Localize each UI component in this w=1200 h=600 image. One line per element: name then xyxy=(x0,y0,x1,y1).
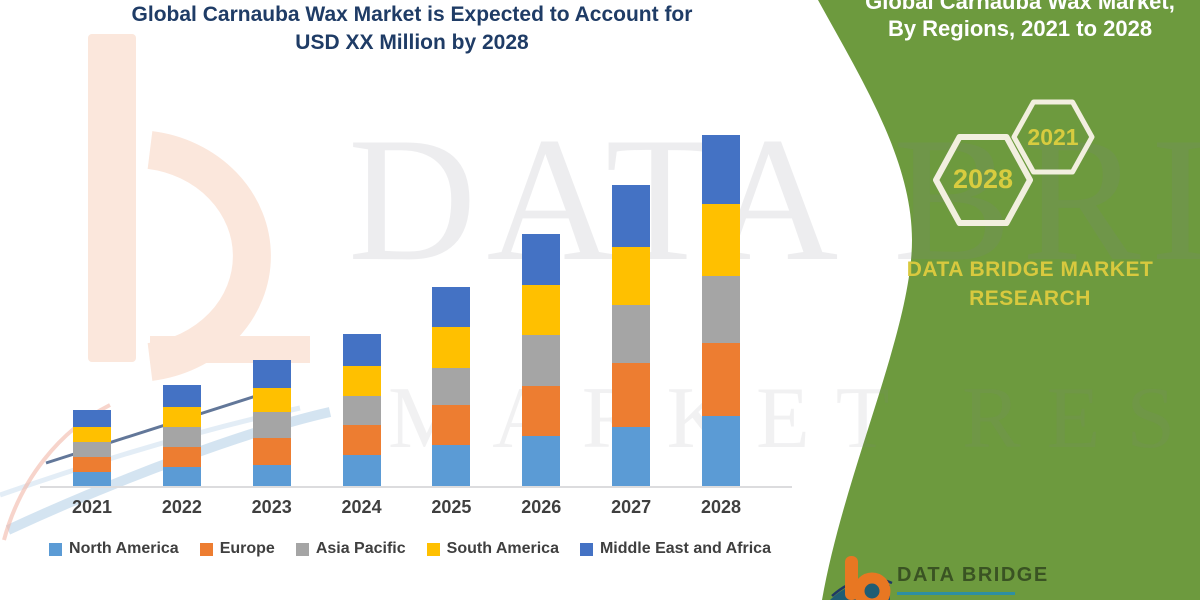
legend-label: Europe xyxy=(219,540,275,557)
bar-segment-north-america xyxy=(252,465,291,487)
bar-segment-asia-pacific xyxy=(522,335,561,386)
x-axis-line xyxy=(40,486,792,488)
x-axis-label-2028: 2028 xyxy=(700,497,741,517)
bar-segment-south-america xyxy=(432,327,471,368)
bar-segment-asia-pacific xyxy=(612,305,651,363)
bar-2026 xyxy=(522,234,561,487)
bar-2027 xyxy=(612,185,651,487)
bar-segment-north-america xyxy=(522,436,561,487)
bar-segment-europe xyxy=(701,343,740,416)
bar-2021 xyxy=(73,410,111,487)
bar-2028 xyxy=(701,135,740,487)
legend-item-south-america: South America xyxy=(426,540,559,558)
bar-segment-europe xyxy=(162,447,201,467)
bar-segment-middle-east-and-africa xyxy=(701,135,740,204)
legend-label: Middle East and Africa xyxy=(599,540,771,557)
legend-label: North America xyxy=(69,540,179,557)
bar-segment-north-america xyxy=(162,467,201,487)
bar-segment-europe xyxy=(612,363,651,427)
x-axis-label-2025: 2025 xyxy=(431,497,472,517)
chart-title-line1: Global Carnauba Wax Market is Expected t… xyxy=(131,3,693,26)
bar-segment-middle-east-and-africa xyxy=(342,334,381,366)
bar-segment-europe xyxy=(342,425,381,455)
bar-segment-asia-pacific xyxy=(162,427,201,447)
legend-item-asia-pacific: Asia Pacific xyxy=(295,540,406,558)
legend-label: South America xyxy=(446,540,559,557)
legend-item-europe: Europe xyxy=(199,540,275,558)
legend-swatch xyxy=(295,542,309,556)
bar-segment-middle-east-and-africa xyxy=(162,385,201,407)
bar-segment-middle-east-and-africa xyxy=(432,287,471,327)
legend-swatch xyxy=(49,542,63,556)
bar-segment-middle-east-and-africa xyxy=(73,410,111,427)
bar-segment-europe xyxy=(432,405,471,445)
x-axis-label-2021: 2021 xyxy=(71,497,113,517)
legend-swatch xyxy=(199,542,213,556)
bar-segment-asia-pacific xyxy=(432,368,471,405)
bar-2023 xyxy=(252,360,291,487)
bar-2025 xyxy=(432,287,471,487)
bar-segment-north-america xyxy=(612,427,651,487)
legend-item-north-america: North America xyxy=(49,540,179,558)
bar-segment-europe xyxy=(522,386,561,436)
bar-segment-asia-pacific xyxy=(342,396,381,425)
x-axis-label-2022: 2022 xyxy=(161,497,202,517)
legend-label: Asia Pacific xyxy=(315,540,406,557)
bar-segment-north-america xyxy=(342,455,381,487)
x-axis-label-2024: 2024 xyxy=(341,497,382,517)
bar-segment-south-america xyxy=(342,366,381,396)
legend-swatch xyxy=(579,542,593,556)
legend-item-middle-east-and-africa: Middle East and Africa xyxy=(579,540,771,558)
bar-segment-north-america xyxy=(432,445,471,487)
bar-segment-asia-pacific xyxy=(252,412,291,438)
bar-segment-south-america xyxy=(522,285,561,335)
bar-2022 xyxy=(162,385,201,487)
bar-segment-south-america xyxy=(612,247,651,305)
bar-segment-asia-pacific xyxy=(73,442,111,457)
bar-segment-middle-east-and-africa xyxy=(612,185,651,247)
chart-title-line2: USD XX Million by 2028 xyxy=(295,31,529,54)
bar-segment-north-america xyxy=(701,416,740,487)
bar-segment-north-america xyxy=(73,472,111,487)
bar-2024 xyxy=(342,334,381,487)
bar-segment-europe xyxy=(73,457,111,472)
x-axis-label-2026: 2026 xyxy=(521,497,562,517)
legend-swatch xyxy=(426,542,440,556)
bar-segment-asia-pacific xyxy=(701,276,740,343)
bar-segment-middle-east-and-africa xyxy=(252,360,291,388)
x-axis-label-2027: 2027 xyxy=(611,497,652,517)
x-axis-label-2023: 2023 xyxy=(251,497,292,517)
bar-segment-south-america xyxy=(73,427,111,442)
bar-segment-middle-east-and-africa xyxy=(522,234,561,285)
chart-legend: North America Europe Asia Pacific South Ame… xyxy=(30,540,790,558)
bar-segment-south-america xyxy=(701,204,740,276)
bar-segment-europe xyxy=(252,438,291,465)
bar-segment-south-america xyxy=(162,407,201,427)
chart-title: Global Carnauba Wax Market is Expected t… xyxy=(42,1,782,57)
bar-segment-south-america xyxy=(252,388,291,412)
